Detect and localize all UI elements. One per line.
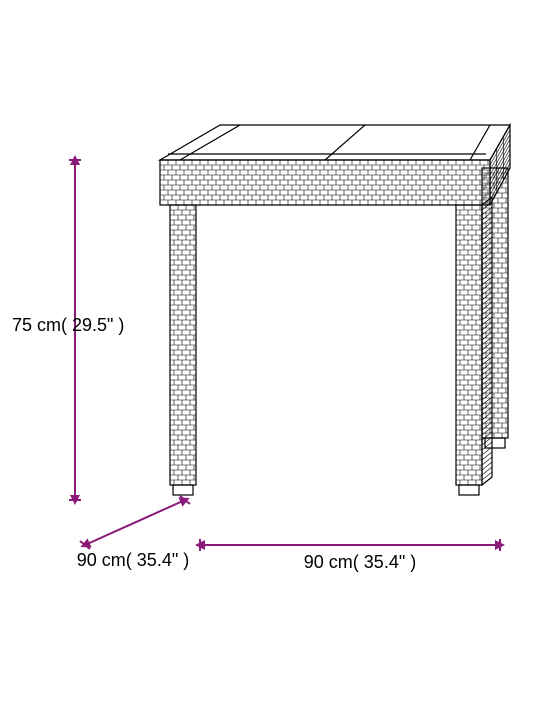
depth-label: 90 cm( 35.4" ) xyxy=(68,550,198,571)
height-label: 75 cm( 29.5" ) xyxy=(12,315,72,336)
width-label: 90 cm( 35.4" ) xyxy=(290,552,430,573)
dimension-diagram xyxy=(0,0,540,720)
